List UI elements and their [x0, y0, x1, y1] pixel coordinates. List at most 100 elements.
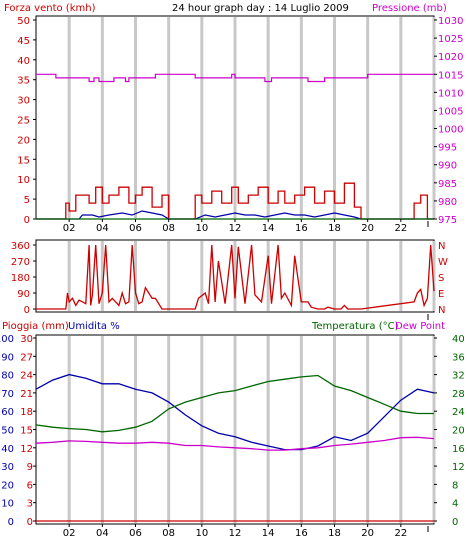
direction-compass-label: S: [438, 273, 444, 284]
direction-y-tick-label: 270: [11, 257, 30, 268]
wind-y-tick-label: 40: [17, 56, 30, 67]
temperature-y-tick-label: 32: [452, 371, 465, 382]
rain-y-tick-label: 3: [27, 499, 33, 510]
pressure-y-tick-label: 1030: [438, 16, 463, 27]
rain-y-tick-label: 6: [27, 480, 33, 491]
humidity-y-tick-label: 30: [1, 462, 14, 473]
x-tick-label: 06: [129, 223, 142, 234]
humidity-y-tick-label: 100: [0, 334, 14, 345]
x-tick-label: 02: [63, 223, 76, 234]
x-tick-label: 04: [96, 223, 109, 234]
humidity-y-tick-label: 70: [1, 389, 14, 400]
wind_avg-series-line: [36, 210, 434, 220]
dewpoint-axis-label: Dew Point: [395, 321, 445, 332]
temperature-y-tick-label: 16: [452, 444, 465, 455]
direction-compass-label: W: [438, 257, 448, 268]
humidity-y-tick-label: 50: [1, 426, 14, 437]
pressure-y-tick-label: 1000: [438, 125, 463, 136]
humidity-y-tick-label: 40: [1, 444, 14, 455]
pressure-y-tick-label: 980: [438, 197, 457, 208]
direction-series-line: [36, 244, 435, 310]
pressure-series-line: [36, 73, 434, 83]
direction-y-tick-label: 180: [11, 273, 30, 284]
temperature-y-tick-label: 28: [452, 389, 465, 400]
pressure-axis-label: Pressione (mb): [372, 3, 447, 14]
x-tick-label: 06: [129, 528, 142, 539]
x-tick-label: 14: [262, 528, 275, 539]
direction-y-tick-label: 360: [11, 241, 30, 252]
pressure-y-tick-label: 1025: [438, 34, 463, 45]
wind-y-tick-label: 20: [17, 135, 30, 146]
pressure-y-tick-label: 1020: [438, 52, 463, 63]
temperature-y-tick-label: 24: [452, 407, 465, 418]
humidity-series-line: [35, 373, 435, 451]
temperature-y-tick-label: 40: [452, 334, 465, 345]
rain-y-tick-label: 24: [20, 371, 33, 382]
humidity-y-tick-label: 10: [1, 499, 14, 510]
humidity-axis-label: Umidita %: [68, 321, 120, 332]
rain-y-tick-label: 12: [20, 444, 33, 455]
pressure-y-tick-label: 1010: [438, 88, 463, 99]
x-tick-label: 02: [63, 528, 76, 539]
temperature-y-tick-label: 12: [452, 462, 465, 473]
pressure-y-tick-label: 995: [438, 143, 457, 154]
rain-y-tick-label: 18: [20, 407, 33, 418]
pressure-y-tick-label: 975: [438, 215, 457, 226]
temperature-y-tick-label: 8: [452, 480, 458, 491]
temperature-axis-label: Temperatura (°C): [311, 321, 399, 332]
x-tick-label: 22: [394, 223, 407, 234]
wind-series-line: [36, 182, 434, 220]
pressure-y-tick-label: 1015: [438, 70, 463, 81]
direction-y-tick-label: 0: [24, 305, 30, 316]
wind-y-tick-label: 15: [17, 155, 30, 166]
wind-y-tick-label: 45: [17, 36, 30, 47]
rain-y-tick-label: 15: [20, 426, 33, 437]
humidity-y-tick-label: 20: [1, 480, 14, 491]
wind-axis-label: Forza vento (kmh): [4, 3, 96, 14]
direction-compass-label: N: [438, 241, 445, 252]
humidity-y-tick-label: 90: [1, 352, 14, 363]
wind-y-tick-label: 50: [17, 16, 30, 27]
rain-y-tick-label: 27: [20, 352, 33, 363]
temperature-y-tick-label: 4: [452, 499, 458, 510]
humidity-y-tick-label: 60: [1, 407, 14, 418]
x-tick-label: 10: [195, 223, 208, 234]
wind-y-tick-label: 10: [17, 175, 30, 186]
wind-pressure-panel: 0510152025303540455097598098599099510001…: [17, 15, 463, 234]
pressure-y-tick-label: 990: [438, 161, 457, 172]
x-tick-label: 18: [328, 223, 341, 234]
pressure-y-tick-label: 985: [438, 179, 457, 190]
temperature-y-tick-label: 0: [452, 517, 458, 528]
x-tick-label: 10: [195, 528, 208, 539]
x-tick-label: 14: [262, 223, 275, 234]
x-tick-label: 08: [162, 528, 175, 539]
pressure-y-tick-label: 1005: [438, 106, 463, 117]
x-tick-label: 04: [96, 528, 109, 539]
x-tick-label: 20: [361, 528, 374, 539]
rain-y-tick-label: 30: [20, 334, 33, 345]
rain-axis-label: Pioggia (mm): [2, 321, 69, 332]
wind-y-tick-label: 35: [17, 76, 30, 87]
x-tick-label: 12: [229, 528, 242, 539]
chart-title: 24 hour graph day : 14 Luglio 2009: [172, 3, 349, 14]
x-tick-label: 18: [328, 528, 341, 539]
x-tick-label: 08: [162, 223, 175, 234]
rain-y-tick-label: 0: [27, 517, 33, 528]
direction-y-tick-label: 90: [17, 289, 30, 300]
direction-compass-label: E: [438, 289, 444, 300]
x-tick-label: 16: [295, 528, 308, 539]
rain-y-tick-label: 9: [27, 462, 33, 473]
x-tick-label: 16: [295, 223, 308, 234]
humidity-y-tick-label: 80: [1, 371, 14, 382]
wind-y-tick-label: 0: [24, 215, 30, 226]
rain-y-tick-label: 21: [20, 389, 33, 400]
wind-y-tick-label: 5: [24, 195, 30, 206]
direction-compass-label: N: [438, 305, 445, 316]
x-tick-label: 12: [229, 223, 242, 234]
temperature-series-line: [35, 374, 434, 433]
wind-y-tick-label: 25: [17, 116, 30, 127]
